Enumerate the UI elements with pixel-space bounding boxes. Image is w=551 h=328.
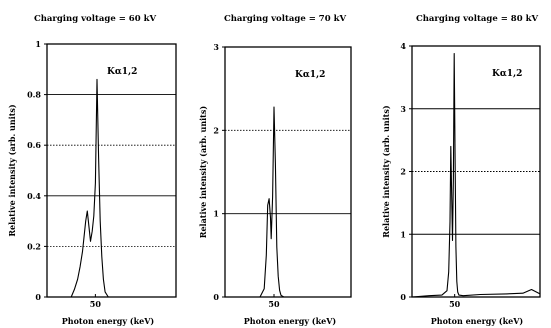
- y-tick-label: 0.6: [27, 140, 41, 150]
- spectrum-line: [47, 78, 176, 298]
- peak-annotation: Kα1,2: [295, 70, 325, 80]
- y-tick-label: 1: [400, 229, 406, 239]
- y-tick-label: 0.8: [27, 90, 41, 100]
- y-tick-label: 0: [400, 292, 406, 302]
- y-tick-label: 3: [400, 104, 406, 114]
- spectrum-line: [225, 106, 351, 298]
- chart-panel-3: Charging voltage = 80 kV 0 1 2 3 4 50 Kα1,2 Phot…: [381, 14, 541, 326]
- y-tick-label: 1: [35, 39, 41, 49]
- y-tick-label: 2: [400, 167, 406, 177]
- y-tick-label: 2: [213, 125, 219, 135]
- y-axis-label: Relative intensity (arb. units): [198, 106, 208, 239]
- chart-panel-1: Charging voltage = 60 kV 0 0.2 0.4 0.6 0.8 1 50…: [7, 14, 177, 326]
- plot-frame: [46, 43, 177, 298]
- y-tick-label: 0.2: [27, 241, 41, 251]
- y-tick-label: 3: [213, 42, 219, 52]
- y-tick-label: 0: [35, 292, 41, 302]
- x-axis-label: Photon energy (keV): [431, 316, 524, 326]
- plot-frame: [224, 46, 352, 298]
- spectrum-line: [411, 52, 541, 298]
- chart-title: Charging voltage = 80 kV: [416, 14, 539, 24]
- x-tick-label: 50: [268, 299, 280, 309]
- chart-panel-2: Charging voltage = 70 kV 0 1 2 3 50 Kα1,2 Photo…: [198, 14, 352, 326]
- y-tick-label: 1: [213, 209, 219, 219]
- x-axis-label: Photon energy (keV): [244, 316, 337, 326]
- x-tick-label: 50: [90, 299, 102, 309]
- peak-annotation: Kα1,2: [492, 69, 522, 79]
- x-axis-label: Photon energy (keV): [62, 316, 155, 326]
- y-tick-label: 0.4: [27, 191, 41, 201]
- chart-title: Charging voltage = 70 kV: [224, 14, 347, 24]
- plot-frame: [411, 45, 541, 298]
- y-tick-label: 4: [400, 41, 406, 51]
- y-axis-label: Relative intensity (arb. units): [7, 104, 17, 237]
- y-tick-label: 0: [213, 292, 219, 302]
- peak-annotation: Kα1,2: [107, 67, 137, 77]
- x-tick-label: 50: [449, 299, 461, 309]
- chart-title: Charging voltage = 60 kV: [34, 14, 157, 24]
- y-axis-label: Relative intensity (arb. units): [381, 105, 391, 238]
